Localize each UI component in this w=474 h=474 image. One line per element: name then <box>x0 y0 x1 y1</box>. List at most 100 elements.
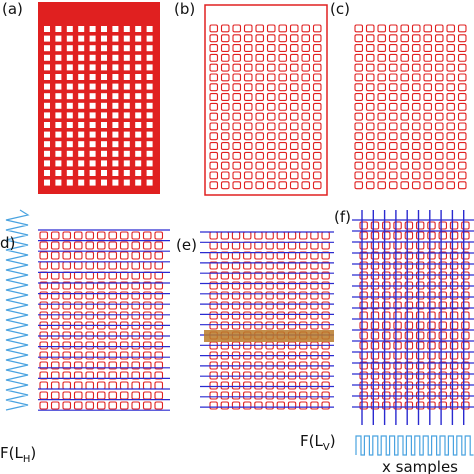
cell-outline <box>423 44 433 53</box>
cell-outline <box>438 231 447 240</box>
cell-outline <box>231 321 241 330</box>
hole <box>135 122 142 128</box>
hole <box>55 74 62 80</box>
cell-outline <box>354 181 364 190</box>
cell-outline <box>312 73 322 82</box>
cell-outline <box>96 301 106 310</box>
cell-outline <box>388 53 398 62</box>
cell-outline <box>449 221 459 230</box>
cell-outline <box>411 171 421 180</box>
hole <box>123 54 130 61</box>
cell-outline <box>400 73 410 82</box>
cell-outline <box>310 311 319 320</box>
cell-outline <box>232 181 242 190</box>
cell-outline <box>411 24 421 33</box>
cell-outline <box>299 291 308 300</box>
cell-outline <box>359 251 368 260</box>
cell-outline <box>365 151 375 160</box>
cell-outline <box>457 181 467 190</box>
cell-outline <box>400 53 410 62</box>
cell-outline <box>400 102 410 111</box>
cell-outline <box>142 341 152 350</box>
cell-outline <box>287 261 297 270</box>
cell-outline <box>231 401 241 410</box>
cell-outline <box>321 241 330 250</box>
cell-outline <box>231 241 241 250</box>
cell-outline <box>461 331 470 340</box>
cell-outline <box>446 73 456 82</box>
hole <box>66 45 73 52</box>
hole <box>101 170 107 176</box>
cell-outline <box>85 291 95 300</box>
cell-outline <box>461 221 470 230</box>
cell-outline <box>265 311 274 320</box>
cell-outline <box>289 83 299 92</box>
cell-outline <box>39 311 49 320</box>
cell-outline <box>370 251 380 260</box>
cell-outline <box>359 371 368 380</box>
cell-outline <box>365 73 375 82</box>
cell-outline <box>415 231 425 240</box>
cell-outline <box>393 301 402 310</box>
cell-outline <box>231 261 241 270</box>
hole <box>78 170 85 176</box>
cell-outline <box>209 132 219 141</box>
cell-outline <box>243 34 253 43</box>
cell-outline <box>154 301 164 310</box>
cell-outline <box>310 401 319 410</box>
cell-outline <box>278 142 288 151</box>
cell-outline <box>312 132 322 141</box>
cell-outline <box>423 151 433 160</box>
cell-outline <box>73 361 83 370</box>
cell-outline <box>423 112 433 121</box>
cell-outline <box>377 102 387 111</box>
cell-outline <box>119 391 129 400</box>
hole <box>146 83 153 90</box>
cell-outline <box>457 102 467 111</box>
hole <box>112 179 119 186</box>
cell-outline <box>50 381 60 390</box>
cell-outline <box>85 281 95 290</box>
cell-outline <box>427 241 436 250</box>
cell-outline <box>438 321 447 330</box>
cell-outline <box>154 401 164 410</box>
hole <box>146 54 153 61</box>
cell-outline <box>312 102 322 111</box>
hole <box>66 122 73 128</box>
cell-outline <box>427 301 436 310</box>
cell-outline <box>266 34 276 43</box>
hole <box>44 170 50 176</box>
cell-outline <box>287 401 297 410</box>
hole <box>66 160 73 167</box>
cell-outline <box>39 361 49 370</box>
cell-outline <box>427 341 436 350</box>
cell-outline <box>400 142 410 151</box>
cell-outline <box>438 351 447 360</box>
cell-outline <box>427 321 436 330</box>
cell-outline <box>400 161 410 170</box>
cell-outline <box>39 271 49 280</box>
cell-outline <box>142 391 152 400</box>
cell-outline <box>119 231 129 240</box>
cell-outline <box>220 63 230 72</box>
cell-outline <box>310 231 319 240</box>
cell-outline <box>232 102 242 111</box>
hole <box>101 45 107 52</box>
cell-outline <box>423 122 433 131</box>
cell-outline <box>154 271 164 280</box>
cell-outline <box>289 93 299 102</box>
cell-outline <box>276 281 286 290</box>
hole <box>146 160 153 167</box>
cell-outline <box>446 44 456 53</box>
cell-outline <box>438 341 447 350</box>
cell-outline <box>131 351 141 360</box>
cell-outline <box>434 171 444 180</box>
cell-outline <box>438 331 447 340</box>
cell-outline <box>301 142 311 151</box>
cell-outline <box>301 63 311 72</box>
cell-outline <box>243 381 252 390</box>
cell-outline <box>265 271 274 280</box>
cell-outline <box>209 73 219 82</box>
cell-outline <box>254 321 263 330</box>
cell-outline <box>96 291 106 300</box>
